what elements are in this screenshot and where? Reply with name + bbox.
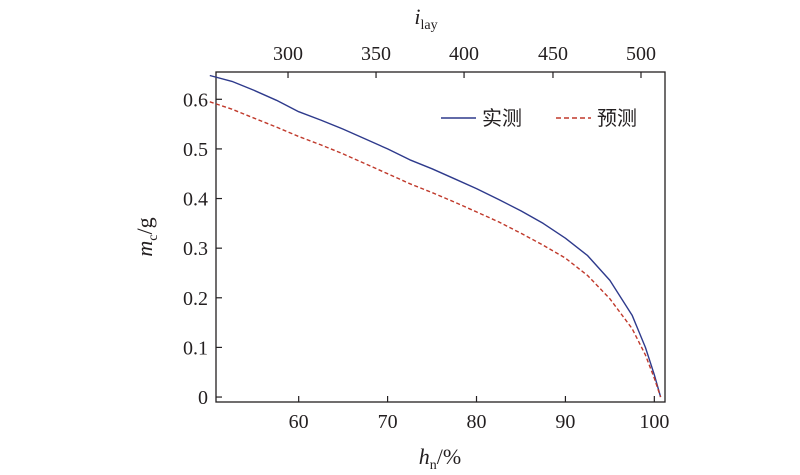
series-line-measured: [209, 74, 662, 398]
top-tick-label: 400: [449, 43, 479, 65]
y-axis-label: mc/g: [132, 217, 161, 256]
series-group: [209, 74, 662, 398]
x-tick-label: 80: [467, 411, 487, 433]
y-axis-ticks: 0 0.1 0.2 0.3 0.4 0.5 0.6: [183, 89, 222, 409]
y-tick-label: 0.4: [183, 189, 208, 211]
legend-label-measured: 实测: [482, 106, 522, 130]
top-tick-label: 500: [626, 43, 656, 65]
top-axis-label: ilay: [414, 4, 437, 33]
y-tick-label: 0.1: [183, 337, 208, 359]
y-tick-label: 0.6: [183, 89, 208, 111]
top-tick-label: 350: [361, 43, 391, 65]
top-axis-ticks: 300 350 400 450 500: [273, 43, 656, 78]
y-tick-label: 0.3: [183, 238, 208, 260]
series-line-predicted: [209, 101, 662, 398]
legend-label-predicted: 预测: [597, 106, 637, 130]
top-tick-label: 450: [538, 43, 568, 65]
x-axis-ticks: 60 70 80 90 100: [289, 396, 669, 433]
x-tick-label: 70: [378, 411, 398, 433]
x-axis-label: hn/%: [419, 444, 461, 473]
y-tick-label: 0.2: [183, 288, 208, 310]
top-tick-label: 300: [273, 43, 303, 65]
x-tick-label: 100: [639, 411, 669, 433]
legend: 实测 预测: [441, 106, 637, 130]
y-tick-label: 0: [198, 387, 208, 409]
x-tick-label: 90: [555, 411, 575, 433]
x-tick-label: 60: [289, 411, 309, 433]
plot-frame: [215, 71, 666, 403]
y-tick-label: 0.5: [183, 139, 208, 161]
